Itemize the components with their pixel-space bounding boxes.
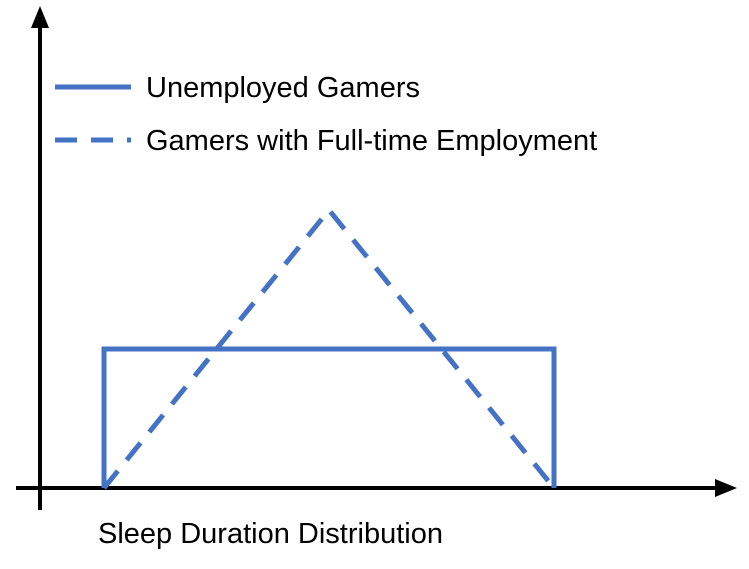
x-axis-caption: Sleep Duration Distribution [98, 518, 443, 550]
series-line-unemployed [101, 346, 557, 488]
axes [16, 6, 737, 510]
legend: Unemployed Gamers Gamers with Full-time … [55, 72, 597, 157]
legend-label-unemployed: Unemployed Gamers [146, 72, 420, 104]
legend-label-employed: Gamers with Full-time Employment [146, 125, 597, 157]
x-axis-arrowhead [715, 479, 737, 497]
series-line-full-time-employment [102, 206, 556, 490]
series-layer [101, 206, 557, 490]
y-axis-arrowhead [31, 6, 49, 28]
